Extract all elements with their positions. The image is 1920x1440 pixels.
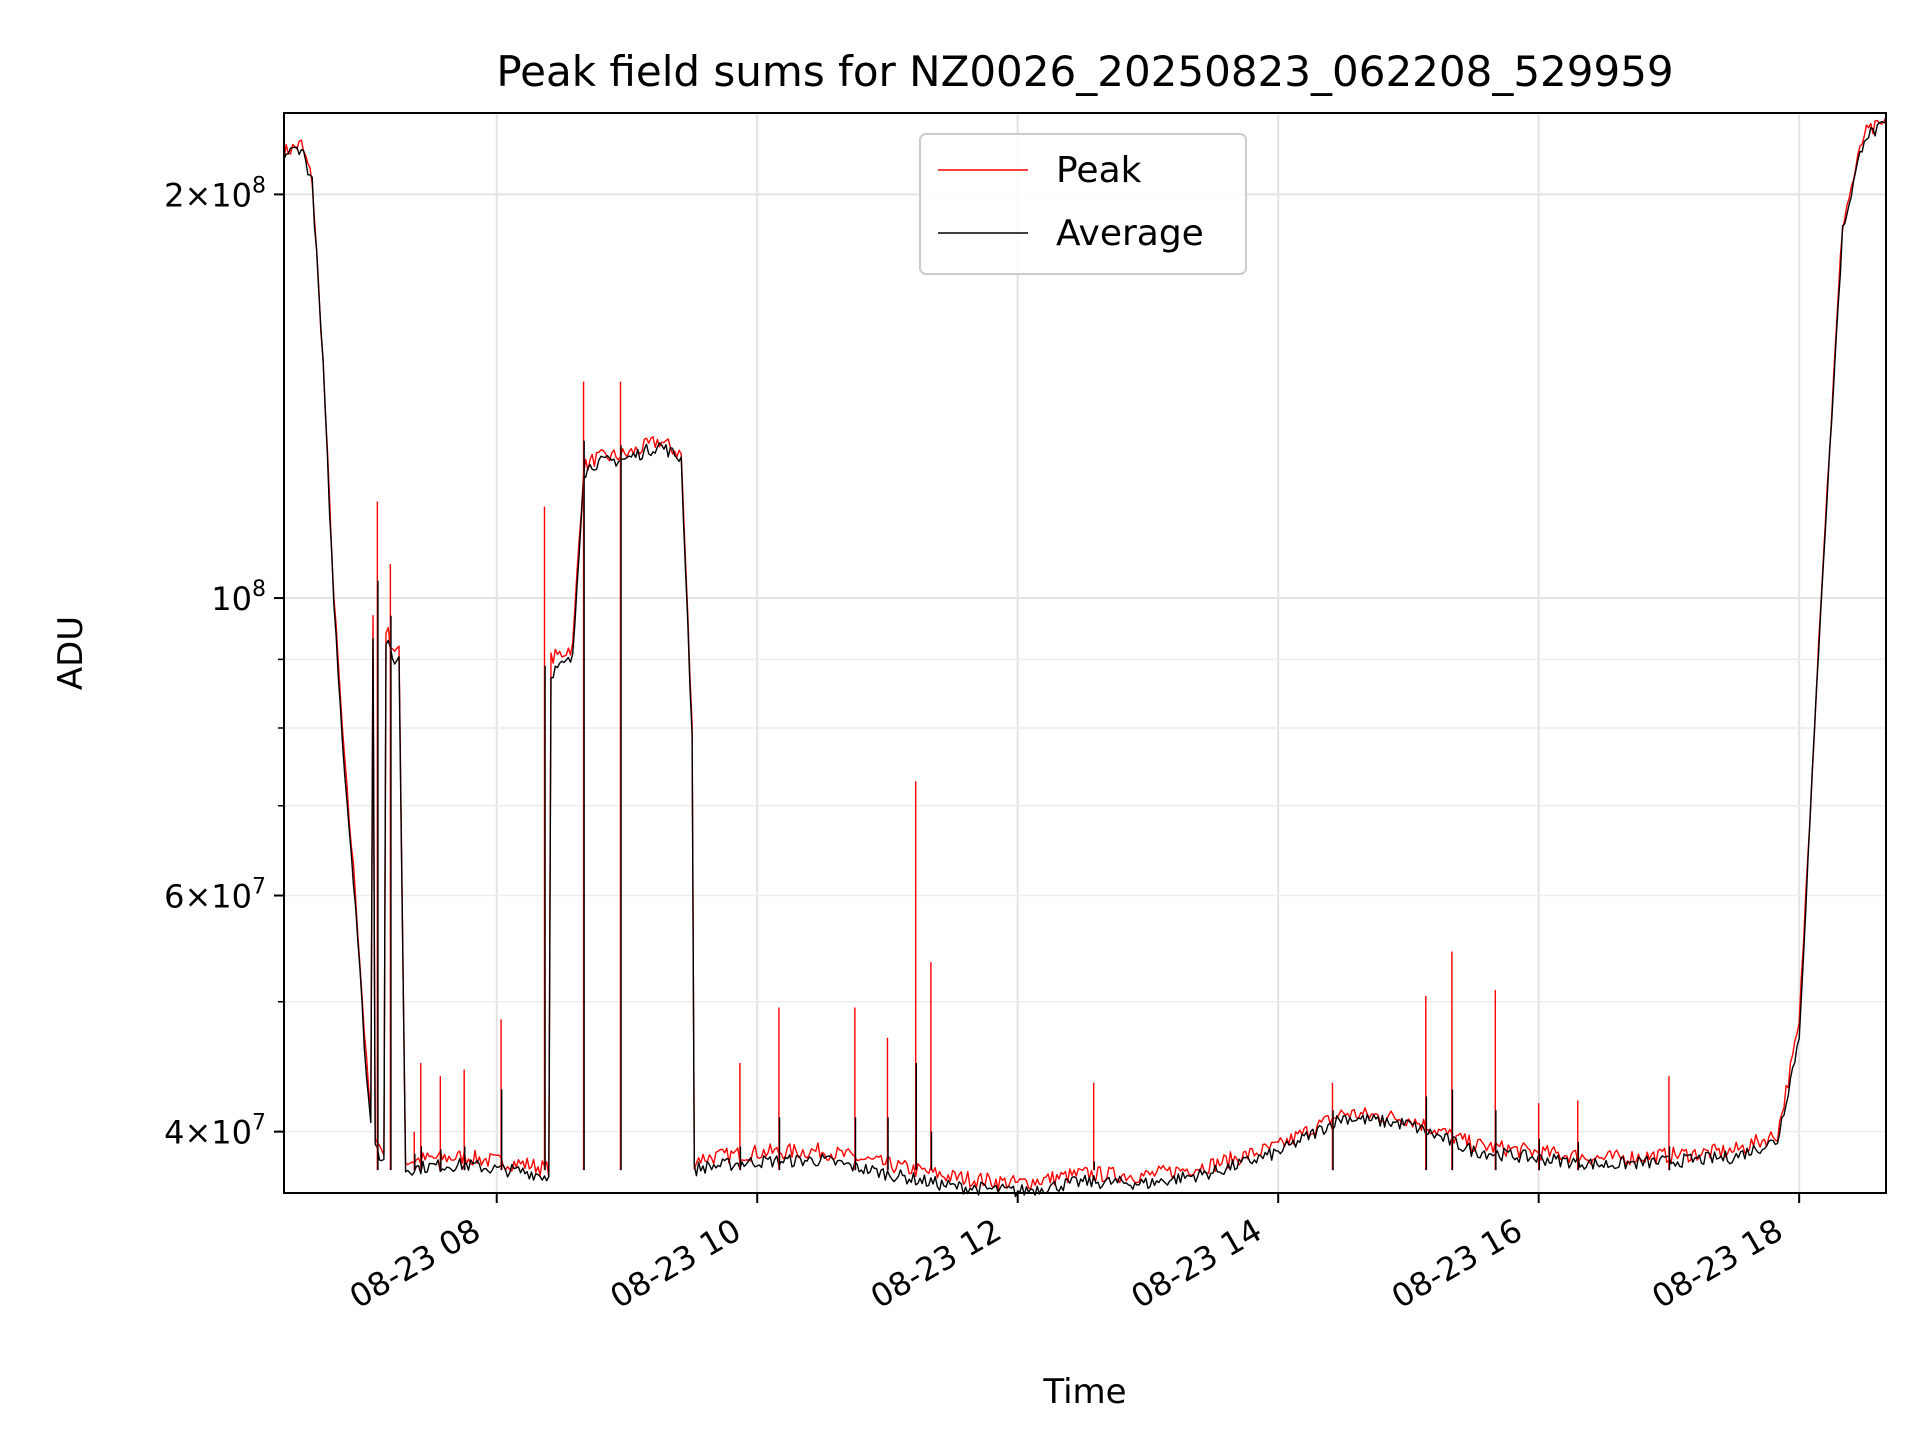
- legend-label-average: Average: [1056, 213, 1204, 254]
- plot-frame: [283, 112, 1887, 1194]
- y-axis: 4×107 6×107 108 2×108: [164, 173, 284, 1152]
- chart-title: Peak field sums for NZ0026_20250823_0622…: [496, 47, 1673, 96]
- y-tick-label: 4×107: [164, 1111, 266, 1152]
- x-tick-label: 08-23 12: [864, 1211, 1008, 1316]
- legend: Peak Average: [919, 133, 1247, 275]
- x-axis-title: Time: [1042, 1372, 1126, 1412]
- x-tick-label: 08-23 10: [604, 1211, 748, 1316]
- x-tick-label: 08-23 16: [1385, 1211, 1529, 1316]
- x-tick-label: 08-23 14: [1125, 1211, 1269, 1316]
- legend-label-peak: Peak: [1056, 150, 1142, 191]
- series-line-average: [283, 121, 1887, 1198]
- y-tick-label: 2×108: [164, 173, 266, 214]
- legend-box: [919, 133, 1247, 275]
- series-line-peak: [283, 116, 1887, 1190]
- x-tick-label: 08-23 08: [343, 1211, 487, 1316]
- y-axis-title: ADU: [51, 616, 91, 690]
- x-tick-label: 08-23 18: [1646, 1211, 1790, 1316]
- x-axis: 08-23 08 08-23 10 08-23 12 08-23 14 08-23 16…: [343, 1193, 1801, 1316]
- y-tick-label: 108: [211, 577, 266, 618]
- series-lines: [283, 116, 1887, 1198]
- y-tick-label: 6×107: [164, 875, 266, 916]
